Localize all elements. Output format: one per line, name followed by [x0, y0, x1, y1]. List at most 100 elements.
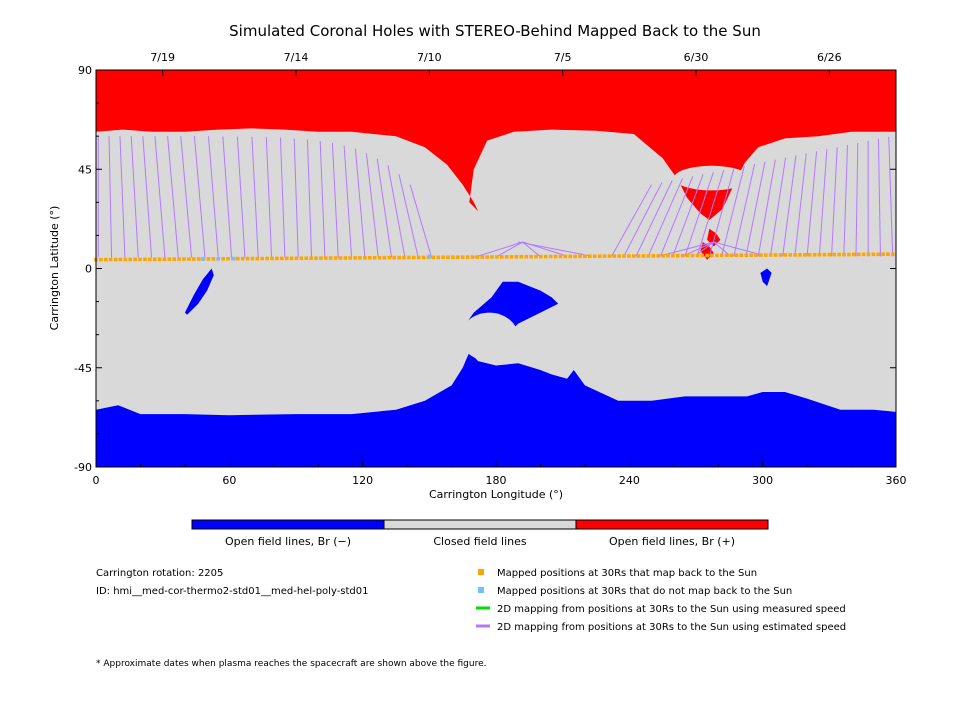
mapped-position-38 — [279, 256, 284, 261]
mapped-position-55 — [363, 256, 367, 260]
mapping-line-33 — [696, 169, 725, 257]
mapped-position-154 — [847, 252, 851, 257]
mapped-position-139 — [773, 253, 778, 257]
mapped-position-50 — [338, 256, 343, 260]
mapping-line-59 — [713, 241, 763, 256]
colorbar-segment-open-negative — [191, 519, 385, 530]
unmapped-position-0 — [200, 257, 205, 261]
mapping-line-50 — [473, 241, 523, 258]
mapped-position-37 — [275, 256, 279, 261]
mapped-position-32 — [250, 256, 255, 261]
mapping-line-49 — [888, 136, 894, 257]
mapped-position-156 — [856, 252, 861, 257]
mapped-position-95 — [558, 254, 563, 259]
mapped-position-144 — [798, 253, 802, 257]
mapped-position-129 — [724, 253, 729, 258]
legend-marker-not-mapped — [478, 587, 484, 593]
mapping-line-54 — [518, 241, 590, 257]
mapping-line-42 — [806, 151, 818, 257]
mapped-position-29 — [235, 256, 240, 261]
mapped-position-44 — [309, 256, 313, 260]
mapped-position-125 — [705, 253, 709, 258]
y-axis-label: Carrington Latitude (°) — [48, 206, 61, 331]
mapping-line-3 — [130, 136, 139, 258]
mapped-position-67 — [421, 255, 426, 260]
mapped-position-121 — [685, 253, 690, 258]
mapped-position-134 — [749, 253, 753, 257]
mapped-position-150 — [827, 252, 832, 257]
mapped-position-104 — [602, 254, 607, 258]
mapping-line-36 — [733, 163, 756, 257]
mapped-position-34 — [260, 256, 265, 261]
y-tick-label-3: -45 — [74, 362, 92, 375]
mapping-line-27 — [623, 182, 663, 257]
mapped-position-110 — [631, 254, 636, 258]
top-date-label-0: 7/19 — [150, 51, 175, 64]
small-negative-hole-0 — [184, 268, 214, 315]
mapped-position-111 — [636, 254, 641, 258]
colorbar-segment-closed — [383, 519, 577, 530]
mapping-line-22 — [376, 158, 393, 258]
mapped-position-142 — [788, 253, 793, 257]
mapping-line-24 — [398, 174, 419, 258]
mapped-position-146 — [807, 252, 812, 257]
x-tick-label-1: 60 — [222, 474, 236, 487]
mapped-position-16 — [172, 257, 177, 261]
mapped-position-31 — [245, 256, 250, 261]
mapped-position-82 — [495, 255, 499, 259]
y-tick-label-4: -90 — [74, 461, 92, 474]
mapped-position-61 — [392, 255, 397, 260]
mapped-position-47 — [323, 256, 328, 260]
plot-area — [94, 70, 896, 467]
mapped-position-70 — [436, 255, 441, 260]
mapping-line-5 — [154, 136, 166, 258]
mapped-position-52 — [348, 256, 353, 260]
mapped-position-60 — [387, 255, 392, 260]
x-axis-label: Carrington Longitude (°) — [429, 488, 563, 501]
mapped-position-43 — [304, 256, 309, 261]
unmapped-position-2 — [231, 256, 236, 261]
mapped-position-159 — [871, 252, 876, 257]
mapped-position-98 — [573, 254, 577, 259]
chart-title: Simulated Coronal Holes with STEREO-Behi… — [229, 22, 761, 40]
mapped-position-51 — [343, 256, 348, 260]
top-date-label-5: 6/26 — [817, 51, 842, 64]
mapped-position-127 — [715, 253, 719, 258]
mapped-position-135 — [754, 253, 758, 257]
top-date-label-4: 6/30 — [684, 51, 709, 64]
mapped-position-157 — [861, 252, 866, 257]
unmapped-position-1 — [216, 256, 221, 261]
mapped-position-69 — [431, 255, 436, 260]
mapped-position-74 — [455, 255, 460, 259]
mapped-position-71 — [441, 255, 445, 260]
unmapped-position-3 — [427, 254, 432, 259]
mapped-position-35 — [265, 256, 269, 261]
mapped-position-26 — [221, 257, 225, 261]
mapped-position-3 — [108, 257, 113, 262]
mapped-position-77 — [470, 255, 475, 259]
legend-label-not-mapped: Mapped positions at 30Rs that do not map… — [497, 586, 792, 597]
mapping-line-21 — [365, 153, 379, 258]
mapped-position-39 — [284, 256, 289, 261]
mapped-position-79 — [480, 255, 485, 259]
mapped-position-101 — [587, 254, 592, 259]
mapped-position-2 — [103, 257, 108, 262]
mapping-line-4 — [142, 136, 153, 258]
mapped-position-65 — [411, 255, 416, 260]
mapping-line-1 — [108, 136, 113, 258]
mapping-line-35 — [721, 165, 745, 257]
mapped-position-59 — [382, 255, 387, 260]
mapping-line-11 — [236, 136, 246, 258]
mapped-position-141 — [783, 253, 788, 257]
legend: Mapped positions at 30Rs that map back t… — [476, 568, 846, 633]
mapped-position-158 — [866, 252, 871, 257]
mapped-position-76 — [465, 255, 470, 259]
mapping-line-12 — [251, 136, 259, 258]
mapped-position-115 — [656, 254, 661, 258]
mapped-position-108 — [622, 254, 626, 258]
mapping-line-14 — [279, 137, 286, 258]
legend-marker-mapped — [478, 569, 484, 575]
mapped-position-138 — [768, 253, 773, 257]
mapped-position-80 — [485, 255, 489, 259]
